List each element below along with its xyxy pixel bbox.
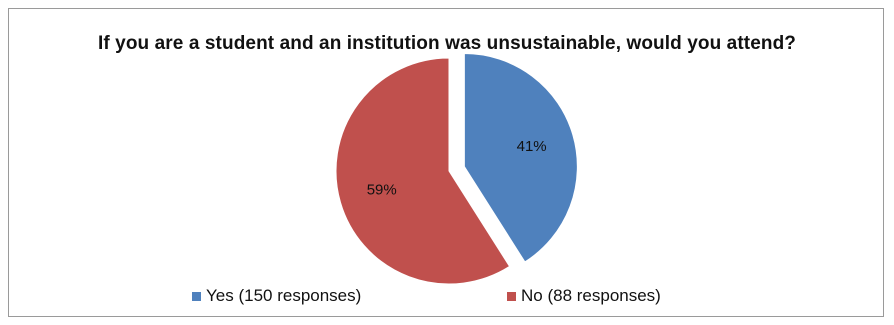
pie-slice-yes bbox=[463, 53, 578, 263]
chart-frame: If you are a student and an institution … bbox=[8, 8, 884, 317]
data-label-no: 59% bbox=[367, 182, 397, 199]
legend-label-yes: Yes (150 responses) bbox=[206, 286, 362, 305]
legend-item-no: No (88 responses) bbox=[507, 286, 661, 306]
chart-title: If you are a student and an institution … bbox=[98, 33, 796, 54]
legend-swatch-yes bbox=[192, 291, 201, 301]
legend-item-yes: Yes (150 responses) bbox=[192, 286, 361, 306]
pie-chart: 41% 59% bbox=[335, 53, 578, 285]
legend-swatch-no bbox=[507, 291, 516, 301]
pie-slice-no bbox=[335, 57, 511, 285]
data-label-yes: 41% bbox=[517, 138, 547, 155]
legend: Yes (150 responses) No (88 responses) bbox=[9, 286, 885, 310]
legend-label-no: No (88 responses) bbox=[521, 286, 661, 305]
